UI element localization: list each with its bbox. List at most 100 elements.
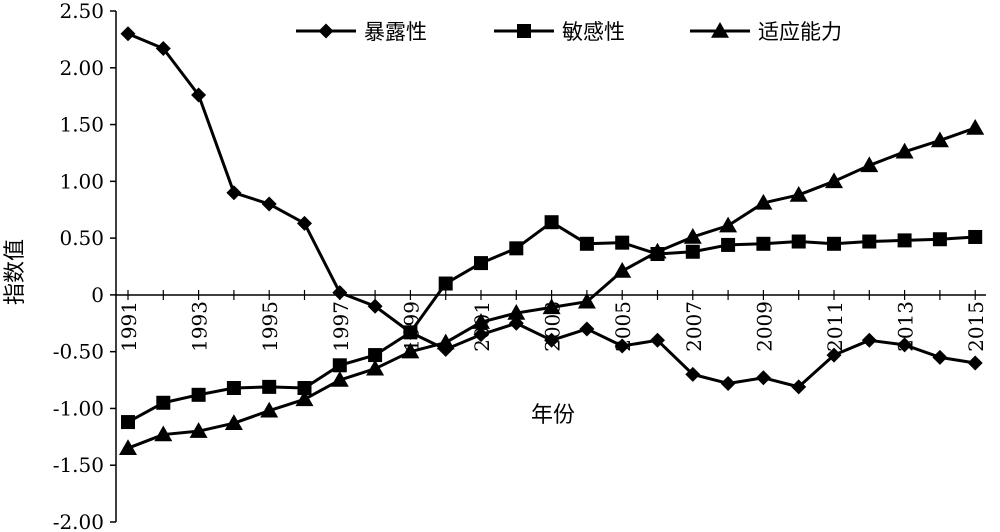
data-point-square bbox=[262, 379, 277, 394]
data-point-square bbox=[297, 381, 312, 396]
data-point-square bbox=[438, 276, 453, 291]
x-tick-label: 2011 bbox=[823, 301, 847, 352]
y-tick-label: 2.50 bbox=[59, 0, 104, 23]
x-tick-label: 2015 bbox=[964, 301, 988, 352]
data-point-diamond bbox=[297, 215, 312, 231]
data-point-diamond bbox=[897, 337, 913, 353]
data-point-triangle bbox=[966, 118, 985, 135]
data-point-diamond bbox=[791, 379, 807, 395]
data-point-square bbox=[756, 236, 771, 251]
legend-item: 敏感性 bbox=[494, 20, 625, 44]
series-1 bbox=[120, 26, 983, 395]
data-point-diamond bbox=[261, 196, 277, 212]
data-point-square bbox=[332, 358, 347, 373]
x-axis-title: 年份 bbox=[531, 403, 575, 428]
data-point-diamond bbox=[967, 355, 983, 371]
data-point-square bbox=[827, 236, 841, 251]
x-tick-label: 1995 bbox=[258, 301, 282, 352]
data-point-triangle bbox=[789, 185, 808, 202]
data-point-triangle bbox=[719, 216, 738, 233]
data-point-square bbox=[897, 233, 912, 248]
y-axis-title: 指数值 bbox=[3, 239, 28, 305]
data-point-square bbox=[615, 235, 630, 250]
data-point-diamond bbox=[932, 349, 948, 365]
data-point-triangle bbox=[330, 371, 349, 387]
data-point-diamond bbox=[120, 26, 136, 42]
x-tick-label: 2009 bbox=[752, 301, 776, 352]
data-point-square bbox=[791, 234, 806, 249]
y-tick-label: 0.50 bbox=[59, 226, 104, 250]
data-point-diamond bbox=[191, 87, 207, 103]
data-point-diamond bbox=[155, 40, 171, 56]
data-point-triangle bbox=[825, 172, 843, 189]
y-tick-label: 1.50 bbox=[59, 113, 104, 137]
data-point-square bbox=[932, 232, 947, 247]
series-layer bbox=[119, 26, 985, 455]
legend-item: 暴露性 bbox=[296, 20, 427, 44]
data-point-diamond bbox=[367, 298, 383, 314]
x-tick-label: 1991 bbox=[117, 301, 141, 352]
data-point-triangle bbox=[648, 242, 667, 259]
axes-group: 2.50 2.00 1.50 1.00 0.50 0 -0.50 -1.00 -1.50 -2.0… bbox=[53, 0, 988, 532]
data-point-triangle bbox=[436, 333, 455, 350]
data-point-diamond bbox=[614, 338, 630, 354]
data-point-diamond bbox=[861, 332, 877, 348]
y-tick-label: 1.00 bbox=[59, 169, 104, 193]
data-point-triangle bbox=[295, 390, 314, 407]
data-point-triangle bbox=[754, 193, 773, 210]
data-point-square bbox=[474, 256, 488, 271]
data-point-triangle bbox=[224, 414, 243, 430]
data-point-triangle bbox=[260, 401, 279, 418]
data-point-triangle bbox=[119, 439, 137, 455]
data-point-triangle bbox=[895, 142, 914, 159]
series-3 bbox=[119, 118, 985, 455]
y-tick-label: 0 bbox=[91, 283, 104, 307]
data-point-diamond bbox=[685, 366, 701, 382]
data-point-diamond bbox=[826, 347, 842, 363]
data-point-triangle bbox=[860, 156, 879, 173]
data-point-triangle bbox=[507, 304, 526, 320]
data-point-square bbox=[156, 395, 171, 410]
data-point-triangle bbox=[542, 298, 561, 315]
data-point-triangle bbox=[683, 227, 702, 244]
data-point-square bbox=[368, 348, 383, 363]
data-point-triangle bbox=[930, 131, 949, 148]
legend-marker-diamond bbox=[318, 23, 334, 39]
legend-label: 敏感性 bbox=[562, 20, 625, 44]
data-point-triangle bbox=[577, 292, 596, 309]
data-point-square bbox=[579, 236, 594, 251]
data-point-square bbox=[544, 215, 559, 230]
data-point-triangle bbox=[472, 313, 490, 329]
data-point-diamond bbox=[720, 375, 736, 391]
data-point-square bbox=[685, 244, 700, 259]
legend-marker-square bbox=[517, 24, 531, 38]
data-point-triangle bbox=[154, 425, 173, 442]
data-point-triangle bbox=[613, 262, 632, 278]
data-point-diamond bbox=[226, 185, 242, 201]
legend: 暴露性 敏感性 适应能力 bbox=[296, 20, 842, 44]
y-tick-label: 2.00 bbox=[59, 56, 104, 80]
data-point-diamond bbox=[544, 332, 560, 348]
data-point-diamond bbox=[755, 370, 771, 386]
data-point-square bbox=[968, 229, 983, 244]
data-point-triangle bbox=[401, 342, 420, 359]
data-point-square bbox=[403, 325, 418, 340]
legend-label: 适应能力 bbox=[758, 20, 842, 44]
y-tick-label: -1.50 bbox=[53, 453, 104, 477]
data-point-square bbox=[721, 237, 736, 252]
data-point-square bbox=[509, 241, 524, 256]
y-tick-label: -1.00 bbox=[53, 396, 104, 420]
data-point-square bbox=[191, 387, 206, 402]
legend-label: 暴露性 bbox=[364, 20, 427, 44]
legend-item: 适应能力 bbox=[690, 20, 842, 44]
data-point-diamond bbox=[650, 332, 665, 348]
x-tick-label: 1997 bbox=[329, 301, 353, 352]
x-tick-label: 2007 bbox=[682, 301, 706, 352]
data-point-square bbox=[121, 415, 135, 430]
y-tick-label: -2.00 bbox=[53, 510, 104, 532]
y-tick-label: -0.50 bbox=[53, 340, 104, 364]
data-point-triangle bbox=[189, 422, 208, 438]
data-point-square bbox=[862, 234, 877, 249]
